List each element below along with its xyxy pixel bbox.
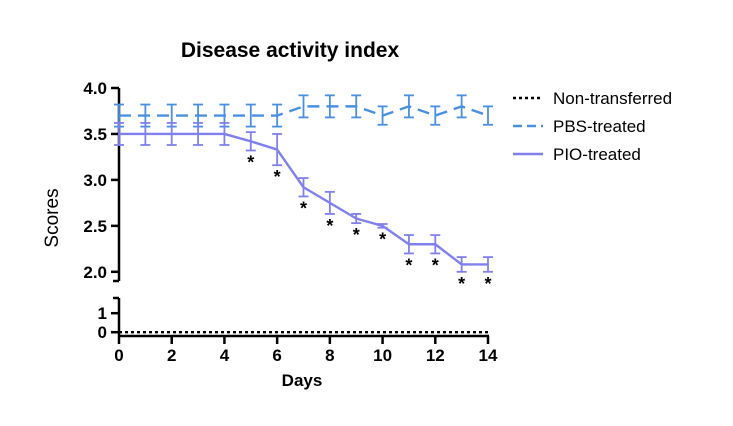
legend-item: PIO-treated — [513, 145, 641, 164]
x-tick-label: 6 — [272, 346, 281, 365]
series-line — [119, 132, 488, 266]
legend-label: PBS-treated — [553, 117, 646, 136]
significance-star: * — [432, 255, 439, 275]
legend: Non-transferred PBS-treated PIO-treated — [513, 89, 672, 164]
series-line — [119, 105, 489, 117]
significance-star: * — [458, 274, 465, 294]
x-tick-label: 4 — [220, 346, 230, 365]
significance-star: * — [379, 230, 386, 250]
legend-label: Non-transferred — [553, 89, 672, 108]
y-tick-label-upper: 3.0 — [83, 171, 107, 190]
significance-star: * — [484, 274, 491, 294]
x-tick-label: 14 — [479, 346, 498, 365]
x-tick-label: 10 — [373, 346, 392, 365]
series-pio-treated — [114, 122, 493, 273]
significance-star: * — [326, 216, 333, 236]
legend-item: Non-transferred — [513, 89, 672, 108]
series-pbs-treated — [114, 94, 493, 128]
series-layer — [114, 94, 493, 334]
x-tick-label: 12 — [426, 346, 445, 365]
y-tick-label-upper: 4.0 — [83, 79, 107, 98]
significance-star: * — [274, 167, 281, 187]
significance-star: * — [353, 225, 360, 245]
x-axis-title: Days — [282, 371, 323, 390]
significance-star: * — [300, 198, 307, 218]
y-tick-label-upper: 2.0 — [83, 263, 107, 282]
significance-markers: * * * * * * * * * * — [247, 152, 491, 293]
y-tick-label-lower: 0 — [98, 323, 107, 342]
y-tick-label-upper: 3.5 — [83, 125, 107, 144]
x-tick-label: 2 — [167, 346, 176, 365]
x-tick-label: 8 — [325, 346, 334, 365]
legend-item: PBS-treated — [513, 117, 646, 136]
y-tick-label-lower: 1 — [98, 304, 107, 323]
x-tick-label: 0 — [114, 346, 123, 365]
legend-label: PIO-treated — [553, 145, 641, 164]
chart-title: Disease activity index — [181, 39, 400, 62]
y-tick-label-upper: 2.5 — [83, 217, 107, 236]
significance-star: * — [247, 152, 254, 172]
y-axis-title: Scores — [42, 188, 63, 247]
significance-star: * — [405, 255, 412, 275]
